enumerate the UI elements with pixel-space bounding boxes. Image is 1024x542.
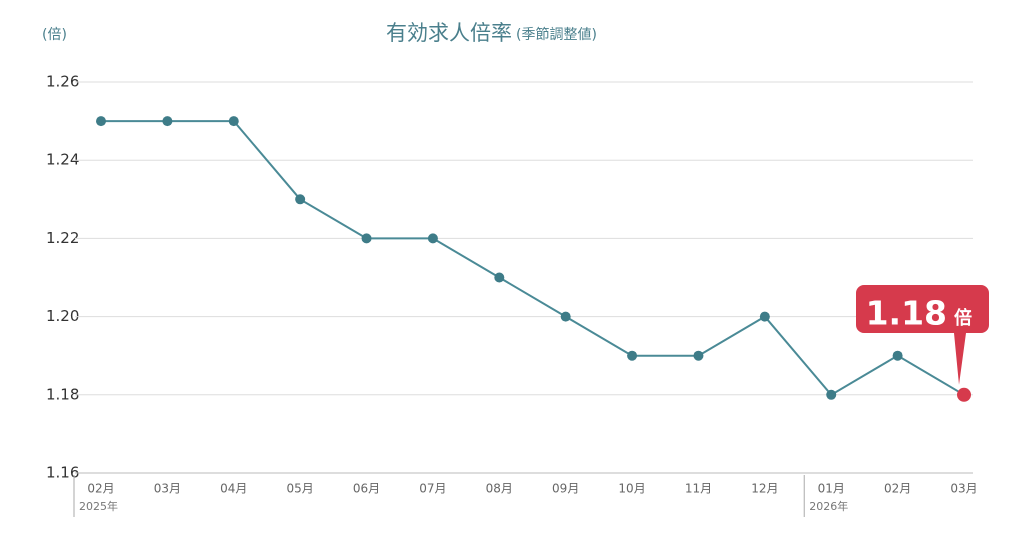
- x-tick-label: 07月: [419, 482, 446, 496]
- point: [96, 116, 106, 127]
- point: [295, 194, 306, 205]
- point: [693, 350, 704, 361]
- x-tick-label: 10月: [618, 482, 645, 496]
- point: [759, 311, 770, 322]
- callout-unit: 倍: [954, 307, 972, 329]
- line: [101, 120, 965, 397]
- point: [494, 272, 505, 283]
- x-tick-label: 01月: [818, 482, 845, 496]
- point: [957, 387, 971, 402]
- chart-subtitle: (季節調整値): [516, 26, 597, 43]
- x-tick-label: 03月: [950, 482, 977, 496]
- y-tick-label: 1.24: [46, 151, 79, 169]
- year-label: 2026年: [809, 499, 848, 513]
- year-label: 2025年: [79, 499, 118, 513]
- callout: 1.18 倍: [856, 285, 989, 385]
- point: [162, 116, 173, 127]
- point: [627, 350, 638, 361]
- callout-value: 1.18: [866, 294, 947, 333]
- point: [361, 233, 372, 244]
- point: [826, 389, 837, 400]
- callout-box: [856, 285, 989, 385]
- point: [427, 233, 438, 244]
- y-tick-label: 1.22: [46, 229, 79, 247]
- x-tick-label: 05月: [287, 482, 314, 496]
- x-tick-label: 03月: [154, 482, 181, 496]
- x-tick-label: 06月: [353, 482, 380, 496]
- x-tick-label: 08月: [486, 482, 513, 496]
- y-tick-label: 1.26: [46, 73, 79, 91]
- point: [228, 116, 239, 127]
- x-tick-label: 12月: [751, 482, 778, 496]
- point: [560, 311, 571, 322]
- y-tick-label: 1.18: [46, 385, 79, 403]
- point: [892, 350, 903, 361]
- y-tick-label: 1.16: [46, 464, 79, 482]
- x-tick-label: 09月: [552, 482, 579, 496]
- y-unit: (倍): [42, 27, 67, 43]
- chart-title: 有効求人倍率: [386, 21, 512, 45]
- y-tick-label: 1.20: [46, 307, 79, 325]
- x-tick-label: 11月: [685, 482, 712, 496]
- x-tick-label: 02月: [87, 482, 114, 496]
- x-tick-label: 02月: [884, 482, 911, 496]
- x-tick-label: 04月: [220, 482, 247, 496]
